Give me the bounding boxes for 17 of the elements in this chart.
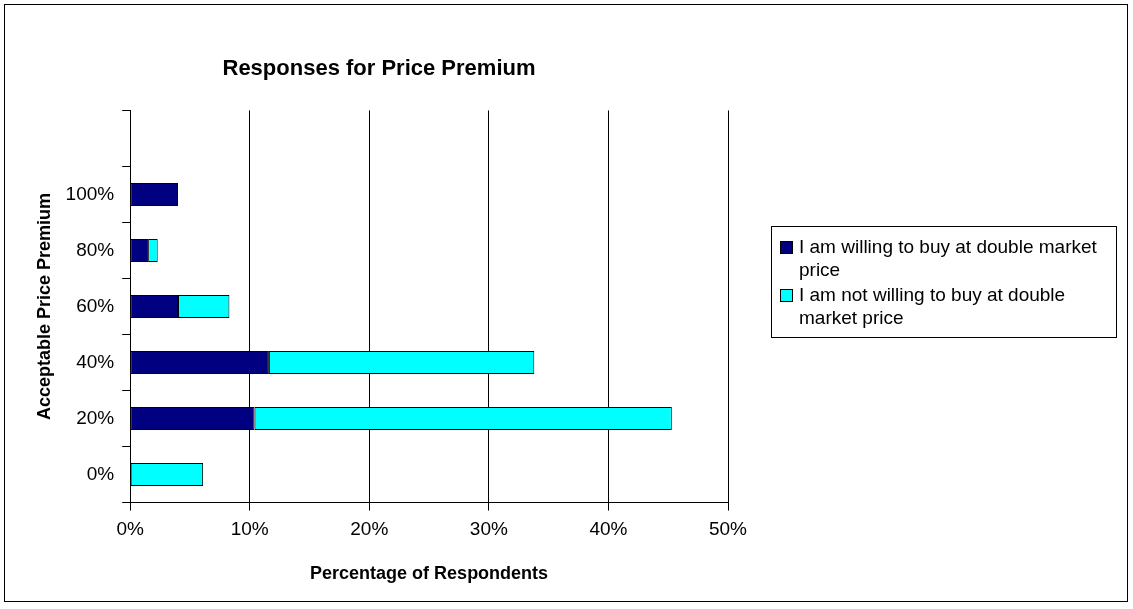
x-tick-label: 50% <box>708 518 748 540</box>
x-tick-label: 10% <box>230 518 269 540</box>
legend-label: I am willing to buy at double market price <box>799 235 1098 281</box>
x-tick-label: 0% <box>116 518 145 540</box>
y-tick-label: 80% <box>76 238 115 260</box>
y-axis-title: Acceptable Price Premium <box>33 192 54 421</box>
y-tick-label: 60% <box>76 294 115 316</box>
x-axis-title: Percentage of Respondents <box>310 563 549 584</box>
y-tick-label: 0% <box>86 462 115 484</box>
x-tick-label: 30% <box>469 518 508 540</box>
chart-title: Responses for Price Premium <box>222 55 536 81</box>
y-tick-label: 20% <box>76 406 115 428</box>
y-tick-label: 100% <box>65 182 115 204</box>
legend-label: I am not willing to buy at double market price <box>799 283 1067 329</box>
y-tick-label: 40% <box>76 350 115 372</box>
x-tick-label: 40% <box>589 518 628 540</box>
x-tick-label: 20% <box>350 518 389 540</box>
